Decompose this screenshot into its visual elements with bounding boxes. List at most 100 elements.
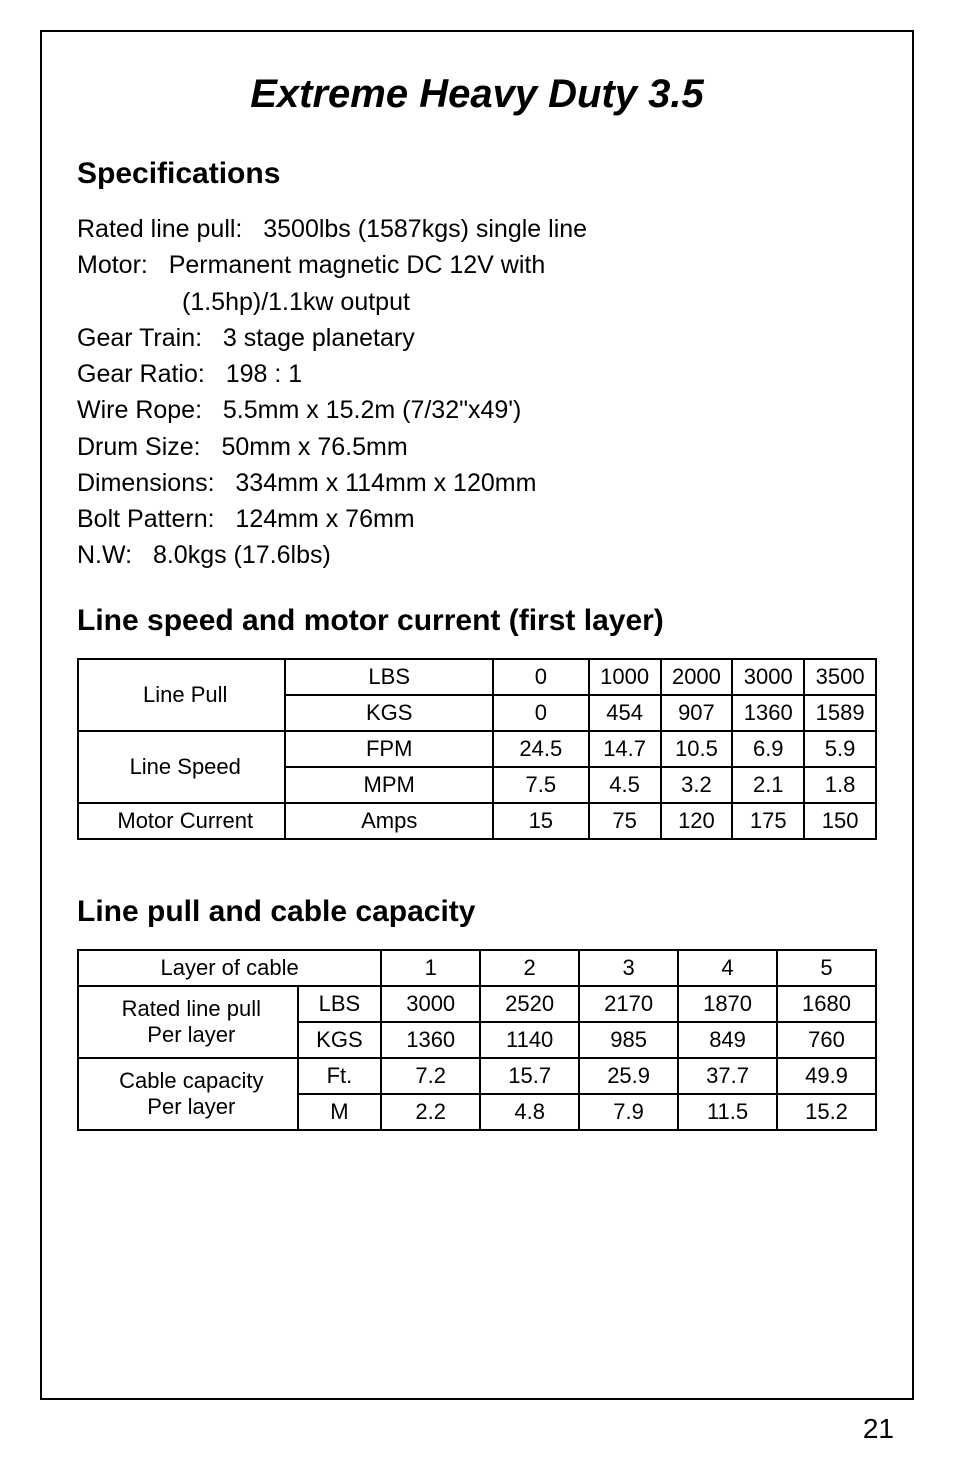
table-cell: 49.9 — [777, 1058, 876, 1094]
cable-cap-heading: Line pull and cable capacity — [77, 895, 877, 929]
spec-value: 5.5mm x 15.2m (7/32"x49') — [223, 396, 522, 424]
table-cell: 1.8 — [804, 767, 876, 803]
table-cell: 4 — [678, 950, 777, 986]
spec-label: Wire Rope: — [77, 396, 202, 424]
spec-label: N.W: — [77, 541, 132, 569]
table-cell: MPM — [285, 767, 492, 803]
table-cell: 5 — [777, 950, 876, 986]
table-cell: 3000 — [381, 986, 480, 1022]
table-cell: Ft. — [298, 1058, 382, 1094]
table-cell: 2 — [480, 950, 579, 986]
table-cell: 1140 — [480, 1022, 579, 1058]
specs-list: Rated line pull: 3500lbs (1587kgs) singl… — [77, 211, 877, 574]
spec-motor: Motor: Permanent magnetic DC 12V with — [77, 247, 877, 283]
table-cell: 15 — [493, 803, 589, 839]
table-cell: FPM — [285, 731, 492, 767]
page-frame: Extreme Heavy Duty 3.5 Specifications Ra… — [40, 30, 914, 1400]
table-cell: 1360 — [381, 1022, 480, 1058]
table-cell: 1680 — [777, 986, 876, 1022]
table-cell: 454 — [589, 695, 661, 731]
row-label-line1: Rated line pull — [122, 996, 261, 1021]
spec-rated-line-pull: Rated line pull: 3500lbs (1587kgs) singl… — [77, 211, 877, 247]
line-speed-heading: Line speed and motor current (first laye… — [77, 604, 877, 638]
page-number: 21 — [863, 1413, 894, 1445]
row-label-line2: Per layer — [147, 1022, 235, 1047]
table-cell: 2170 — [579, 986, 678, 1022]
table-cell: 14.7 — [589, 731, 661, 767]
table-row: Rated line pull Per layer LBS 3000 2520 … — [78, 986, 876, 1022]
spec-label: Bolt Pattern: — [77, 505, 215, 533]
table-cell: 6.9 — [732, 731, 804, 767]
table-cell: 7.9 — [579, 1094, 678, 1130]
table-cell: 11.5 — [678, 1094, 777, 1130]
table-cell: 15.2 — [777, 1094, 876, 1130]
table-cell: 25.9 — [579, 1058, 678, 1094]
row-label-line1: Cable capacity — [119, 1068, 263, 1093]
spec-gear-train: Gear Train: 3 stage planetary — [77, 320, 877, 356]
table-row: Motor Current Amps 15 75 120 175 150 — [78, 803, 876, 839]
table-cell: 2.2 — [381, 1094, 480, 1130]
table-cell: LBS — [298, 986, 382, 1022]
spec-value: 8.0kgs (17.6lbs) — [153, 541, 331, 569]
table-row: Line Pull LBS 0 1000 2000 3000 3500 — [78, 659, 876, 695]
table-cell: 175 — [732, 803, 804, 839]
table-cell: 15.7 — [480, 1058, 579, 1094]
row-label-line2: Per layer — [147, 1094, 235, 1119]
table-cell: 7.5 — [493, 767, 589, 803]
table-row: Layer of cable 1 2 3 4 5 — [78, 950, 876, 986]
table-cell: 0 — [493, 659, 589, 695]
table-cell: 1589 — [804, 695, 876, 731]
table-cell: 3 — [579, 950, 678, 986]
spec-label: Drum Size: — [77, 433, 201, 461]
table-cell: 1 — [381, 950, 480, 986]
table-cell: LBS — [285, 659, 492, 695]
page-title: Extreme Heavy Duty 3.5 — [77, 72, 877, 117]
table-cell: 24.5 — [493, 731, 589, 767]
table-row: Cable capacity Per layer Ft. 7.2 15.7 25… — [78, 1058, 876, 1094]
table-row: Line Speed FPM 24.5 14.7 10.5 6.9 5.9 — [78, 731, 876, 767]
row-label: Cable capacity Per layer — [78, 1058, 298, 1130]
table-cell: 1870 — [678, 986, 777, 1022]
spec-nw: N.W: 8.0kgs (17.6lbs) — [77, 537, 877, 573]
spec-wire-rope: Wire Rope: 5.5mm x 15.2m (7/32"x49') — [77, 392, 877, 428]
spec-bolt-pattern: Bolt Pattern: 124mm x 76mm — [77, 501, 877, 537]
row-label: Line Speed — [78, 731, 285, 803]
spec-value: 198 : 1 — [226, 360, 302, 388]
spec-label: Gear Ratio: — [77, 360, 205, 388]
table-cell: KGS — [298, 1022, 382, 1058]
spec-label: Motor: — [77, 251, 148, 279]
table-cell: 7.2 — [381, 1058, 480, 1094]
row-label: Line Pull — [78, 659, 285, 731]
table-cell: M — [298, 1094, 382, 1130]
table-cell: 2520 — [480, 986, 579, 1022]
cable-capacity-table: Layer of cable 1 2 3 4 5 Rated line pull… — [77, 949, 877, 1131]
spec-value: 50mm x 76.5mm — [221, 433, 407, 461]
table-cell: 75 — [589, 803, 661, 839]
spec-value: 3500lbs (1587kgs) single line — [263, 215, 587, 243]
table-cell: 10.5 — [661, 731, 733, 767]
line-speed-table: Line Pull LBS 0 1000 2000 3000 3500 KGS … — [77, 658, 877, 840]
table-cell: 120 — [661, 803, 733, 839]
spec-dimensions: Dimensions: 334mm x 114mm x 120mm — [77, 465, 877, 501]
table-cell: KGS — [285, 695, 492, 731]
spec-value: 124mm x 76mm — [235, 505, 414, 533]
spec-label: Dimensions: — [77, 469, 215, 497]
table-cell: 2.1 — [732, 767, 804, 803]
table-cell: 1000 — [589, 659, 661, 695]
table-cell: 760 — [777, 1022, 876, 1058]
spec-label: Gear Train: — [77, 324, 202, 352]
table-cell: 4.5 — [589, 767, 661, 803]
table-cell: 3.2 — [661, 767, 733, 803]
table-cell: 150 — [804, 803, 876, 839]
row-label: Rated line pull Per layer — [78, 986, 298, 1058]
table-cell: 3000 — [732, 659, 804, 695]
table-cell: 1360 — [732, 695, 804, 731]
specs-heading: Specifications — [77, 157, 877, 191]
table-cell: 5.9 — [804, 731, 876, 767]
spec-value: Permanent magnetic DC 12V with — [169, 251, 546, 279]
row-label: Motor Current — [78, 803, 285, 839]
table-cell: 849 — [678, 1022, 777, 1058]
table-cell: 4.8 — [480, 1094, 579, 1130]
spec-gear-ratio: Gear Ratio: 198 : 1 — [77, 356, 877, 392]
spec-label: Rated line pull: — [77, 215, 242, 243]
